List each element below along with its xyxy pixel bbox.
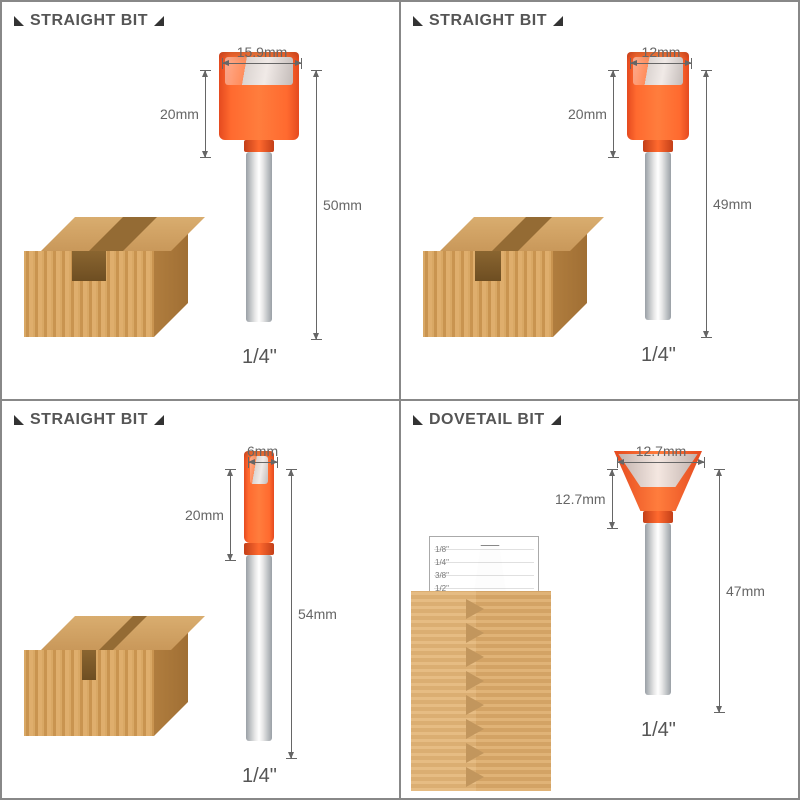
wood-sample	[24, 217, 154, 337]
dim-label: 12.7mm	[636, 443, 687, 459]
dim-cut-height: 12.7mm	[555, 469, 613, 529]
dim-label: 15.9mm	[237, 44, 288, 60]
spec-cell-3: DOVETAIL BIT 12.7mm 12.7mm 47mm 1/4" 1/8"…	[400, 400, 799, 799]
cell-title: DOVETAIL BIT	[429, 411, 545, 429]
dim-width: 15.9mm	[222, 44, 302, 64]
triangle-icon	[154, 415, 164, 425]
dim-cut-height: 20mm	[568, 70, 614, 158]
dim-cut-height: 20mm	[185, 469, 231, 561]
triangle-icon	[551, 415, 561, 425]
depth-tick: 1/4"	[435, 558, 449, 567]
spec-cell-1: STRAIGHT BIT 12mm 20mm 49mm 1/4"	[400, 1, 799, 400]
cell-header: STRAIGHT BIT	[413, 12, 563, 30]
dim-total-height: 54mm	[291, 469, 337, 759]
dim-label: 20mm	[568, 106, 607, 122]
dim-total-height: 50mm	[316, 70, 362, 340]
wood-sample	[24, 616, 154, 736]
dim-width: 12mm	[630, 44, 692, 64]
spec-cell-0: STRAIGHT BIT 15.9mm 20mm 50mm 1/4"	[1, 1, 400, 400]
dim-label: 54mm	[298, 606, 337, 622]
triangle-icon	[14, 16, 24, 26]
wood-sample	[423, 217, 553, 337]
dim-label: 20mm	[185, 507, 224, 523]
depth-tick: 1/8"	[435, 545, 449, 554]
triangle-icon	[154, 16, 164, 26]
cell-header: STRAIGHT BIT	[14, 411, 164, 429]
dim-label: 6mm	[247, 443, 278, 459]
shank-size-label: 1/4"	[641, 719, 676, 742]
cell-title: STRAIGHT BIT	[429, 12, 547, 30]
dim-label: 12mm	[642, 44, 681, 60]
depth-tick: 3/8"	[435, 571, 449, 580]
shank-size-label: 1/4"	[641, 344, 676, 367]
dim-label: 49mm	[713, 196, 752, 212]
shank-size-label: 1/4"	[242, 346, 277, 369]
cell-header: DOVETAIL BIT	[413, 411, 561, 429]
dim-total-height: 49mm	[706, 70, 752, 338]
dim-width: 12.7mm	[617, 443, 705, 463]
triangle-icon	[14, 415, 24, 425]
spec-cell-2: STRAIGHT BIT 6mm 20mm 54mm 1/4"	[1, 400, 400, 799]
dim-total-height: 47mm	[719, 469, 765, 713]
product-spec-grid: STRAIGHT BIT 15.9mm 20mm 50mm 1/4" STRAIG…	[0, 0, 800, 800]
triangle-icon	[413, 16, 423, 26]
dim-label: 20mm	[160, 106, 199, 122]
triangle-icon	[553, 16, 563, 26]
dovetail-joint-sample	[411, 591, 541, 791]
dim-label: 47mm	[726, 583, 765, 599]
cell-header: STRAIGHT BIT	[14, 12, 164, 30]
dim-label: 50mm	[323, 197, 362, 213]
dim-cut-height: 20mm	[160, 70, 206, 158]
shank-size-label: 1/4"	[242, 765, 277, 788]
dim-label: 12.7mm	[555, 491, 606, 507]
cell-title: STRAIGHT BIT	[30, 12, 148, 30]
triangle-icon	[413, 415, 423, 425]
cell-title: STRAIGHT BIT	[30, 411, 148, 429]
dim-width: 6mm	[247, 443, 278, 463]
